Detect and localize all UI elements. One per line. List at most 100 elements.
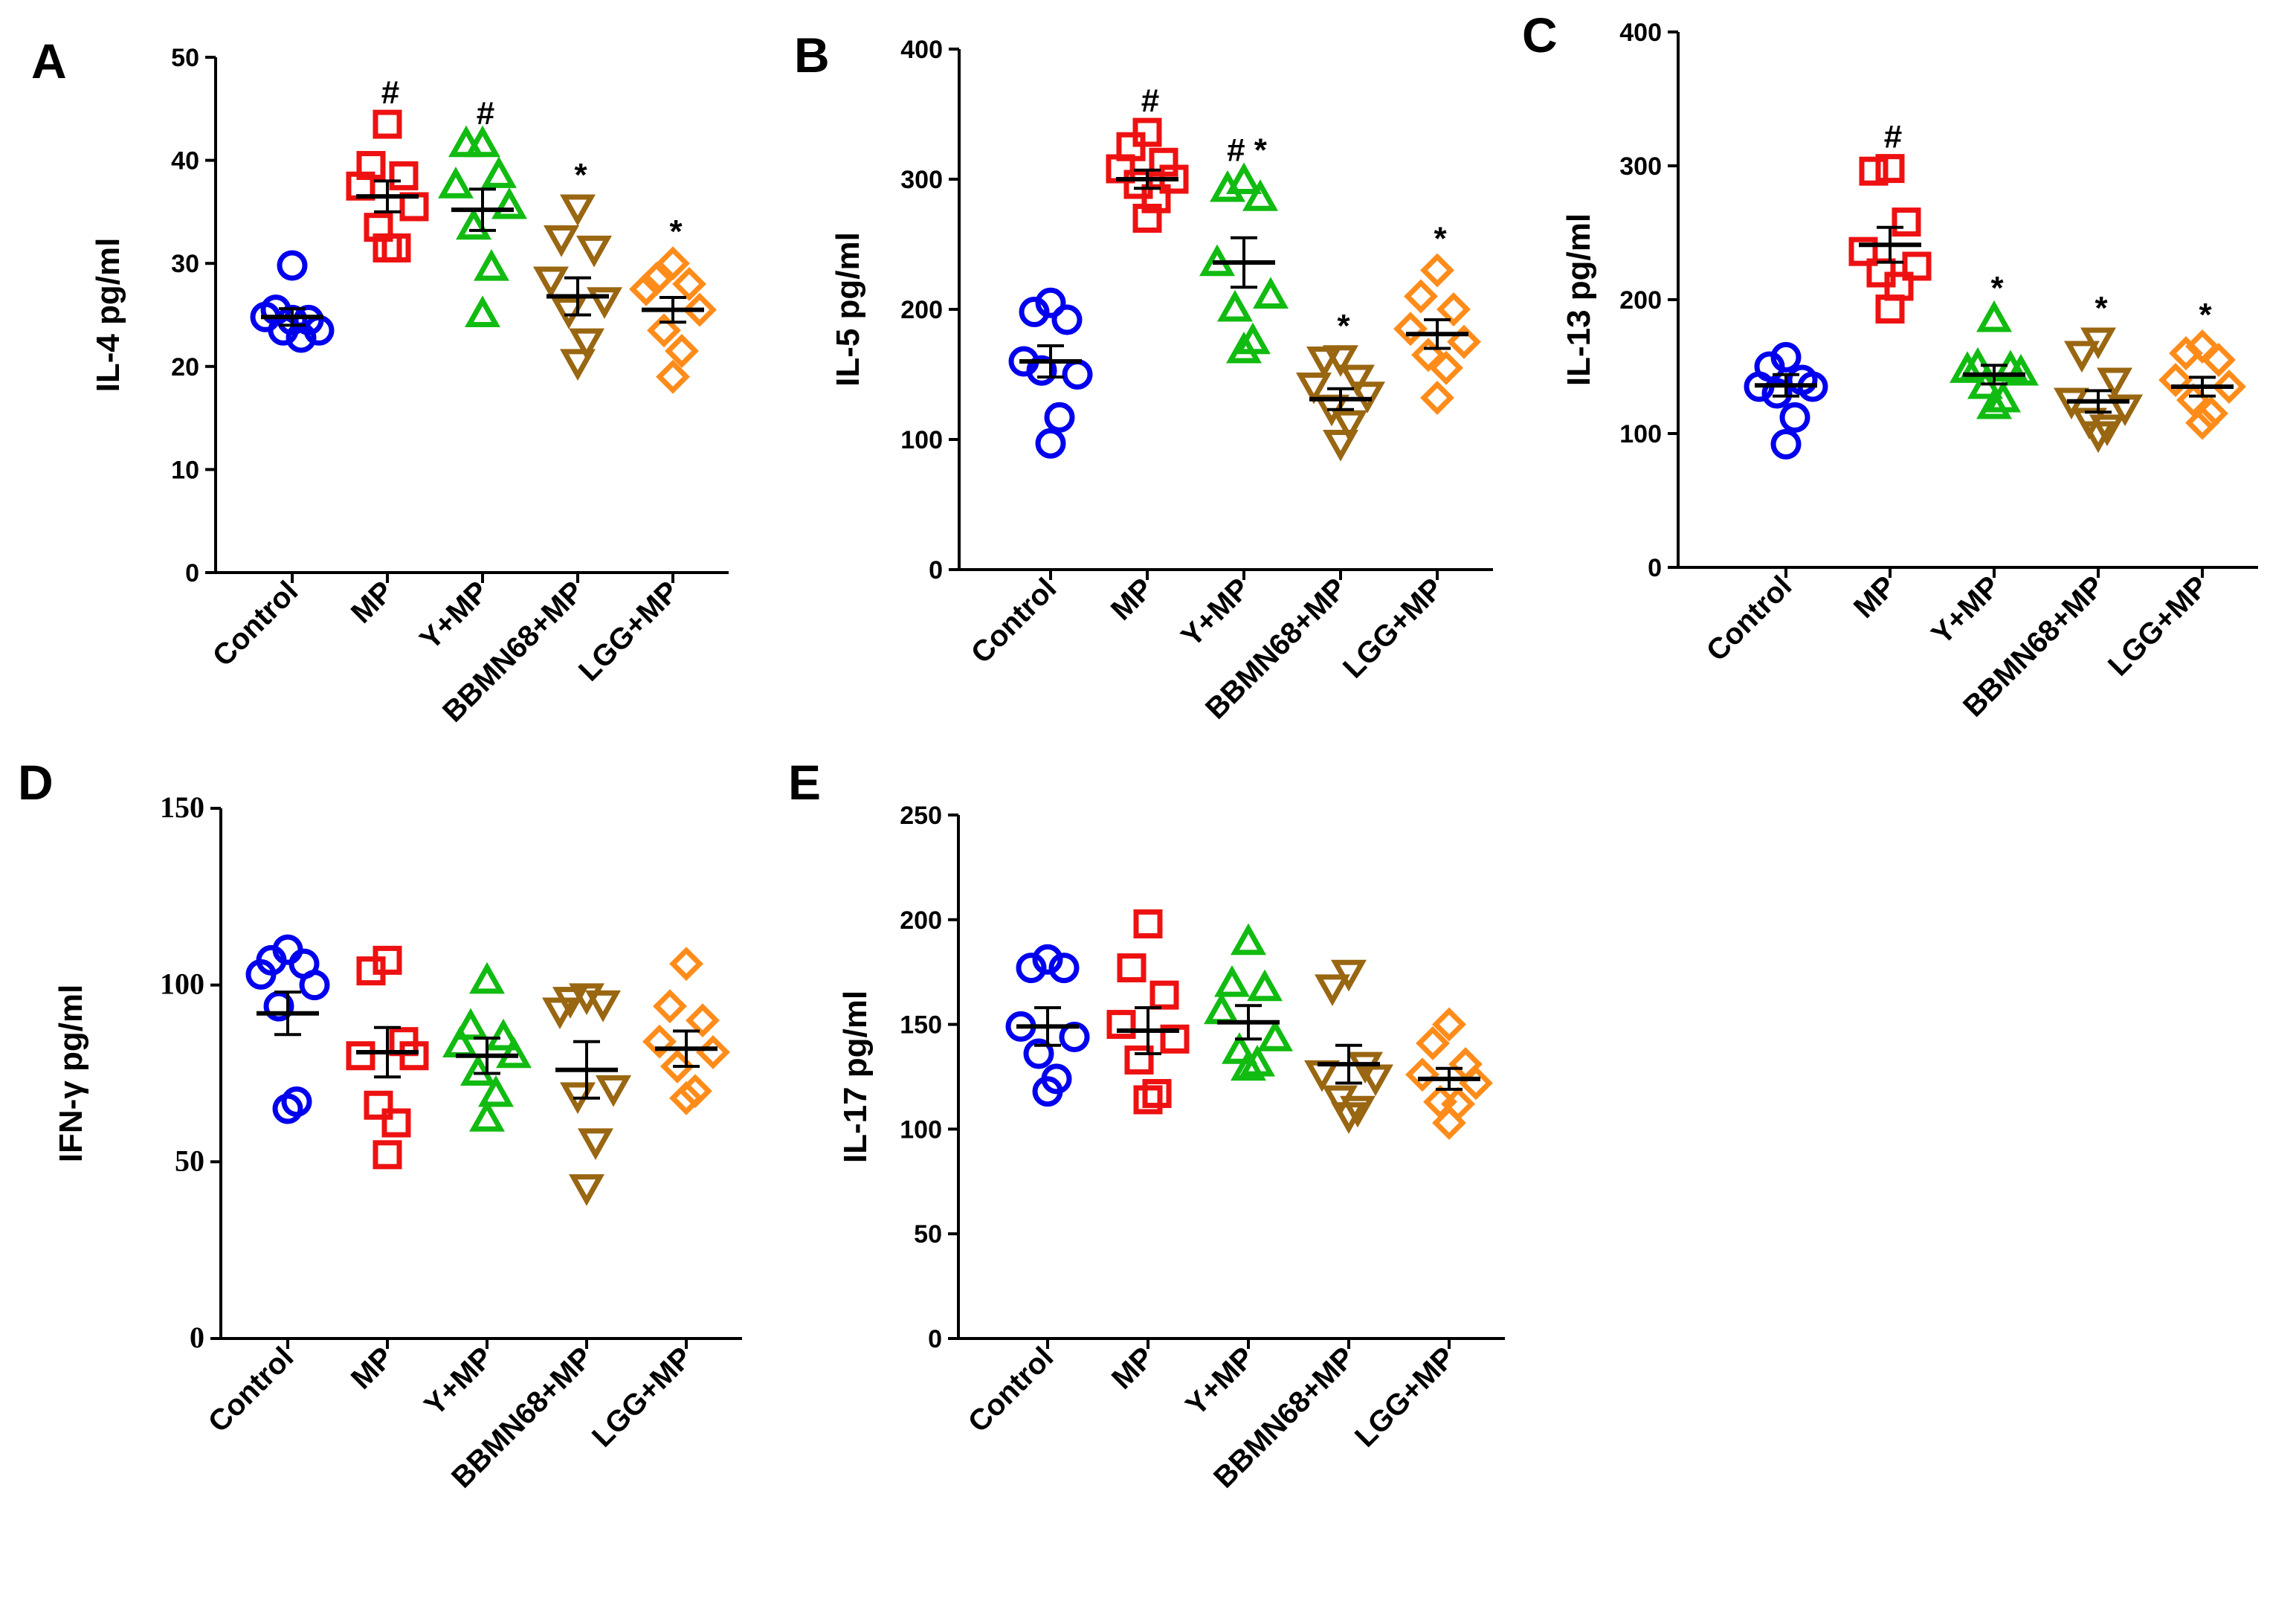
panel-c-x-label-mp: MP [1848,570,1903,625]
panel-e-point-control [1032,944,1063,975]
panel-e-series-control [1005,944,1090,1107]
panel-e-series-bbmn68-plus-mp [1304,959,1393,1134]
panel-a-point-mp [389,161,419,190]
panel-d-point-y-plus-mp [478,1075,514,1107]
panel-c-y-tick-label: 200 [1619,286,1662,315]
panel-d-point-lgg-plus-mp [653,989,687,1024]
panel-c-point-lgg-plus-mp [2169,336,2203,370]
panel-b-y-tick-label: 100 [900,426,943,454]
panel-d-point-mp [356,956,386,986]
panel-d-point-bbmn68-plus-mp [569,1174,604,1206]
panel-e-x-label-y-plus-mp: Y+MP [1179,1341,1260,1422]
panel-c-series-lgg-plus-mp: * [2158,297,2246,440]
panel-c-y-tick-label: 100 [1619,420,1662,448]
panel-c-series-bbmn68-plus-mp: * [2054,290,2143,454]
panel-a-point-bbmn68-plus-mp [560,194,596,227]
panel-a-point-lgg-plus-mp [629,271,663,306]
panel-a-y-tick-label: 50 [171,44,199,72]
panel-e-point-control [1016,953,1047,984]
panel-b-annotation-mp: # [1141,83,1159,119]
panel-b-point-control [1019,297,1050,327]
panel-c-point-control [1779,402,1810,433]
panel-d-point-control [245,959,277,990]
panel-e-point-lgg-plus-mp [1416,1025,1450,1060]
panel-b-point-control [1035,428,1066,459]
panel-d-x-label-lgg-plus-mp: LGG+MP [586,1341,698,1453]
panel-e-point-lgg-plus-mp [1432,1007,1466,1042]
panel-a-y-tick-label: 10 [171,456,199,484]
panel-a-y-tick-label: 0 [185,559,199,587]
panel-d-series-y-plus-mp [442,961,532,1132]
panel-b-series-y-plus-mp: # * [1199,132,1289,364]
panel-e-ylabel: IL-17 pg/ml [837,990,874,1163]
panel-e-point-bbmn68-plus-mp [1304,1060,1340,1092]
panel-e-point-control [1032,1076,1063,1107]
panel-a-point-mp [373,233,402,262]
panel-e-point-bbmn68-plus-mp [1331,959,1367,992]
panel-d-point-y-plus-mp [469,961,505,994]
panel-d-point-y-plus-mp [486,1018,521,1051]
panel-b-point-control [1035,287,1066,318]
panel-d-point-bbmn68-plus-mp [578,1128,613,1160]
panel-b-point-control [1051,304,1083,335]
panel-d-x-label-mp: MP [345,1341,400,1396]
panel-a-series-mp: # [346,74,429,262]
panel-e-point-bbmn68-plus-mp [1331,1102,1367,1134]
panel-c-letter: C [1522,7,1558,62]
panel-d-point-lgg-plus-mp [696,1035,730,1069]
panel-c-series-control [1744,341,1828,460]
panel-b-point-bbmn68-plus-mp [1296,373,1332,405]
panel-a-point-bbmn68-plus-mp [576,235,612,268]
panel-a-annotation-y-plus-mp: # [477,95,494,132]
panel-b-point-lgg-plus-mp [1404,279,1438,314]
panel-a-point-lgg-plus-mp [672,266,706,301]
panel-b-series-lgg-plus-mp: * [1393,221,1481,415]
panel-a-letter: A [31,33,67,88]
panel-a-point-bbmn68-plus-mp [533,266,569,299]
panel-b-y-tick-label: 200 [900,296,943,324]
panel-d-series-mp [346,945,429,1170]
panel-b-point-bbmn68-plus-mp [1339,364,1375,397]
panel-b-letter: B [794,28,830,83]
panel-c-point-lgg-plus-mp [2202,343,2236,377]
panel-a-x-label-control: Control [207,575,305,673]
panel-b-y-tick-label: 300 [900,166,943,194]
panel-e-point-mp [1117,953,1147,983]
panel-c-point-y-plus-mp [1976,300,2012,332]
panel-c-point-bbmn68-plus-mp [2107,394,2143,427]
panel-e-y-tick-label: 250 [900,802,942,830]
panel-a-point-lgg-plus-mp [683,292,717,327]
panel-d-point-lgg-plus-mp [642,1024,677,1059]
panel-a-annotation-bbmn68-plus-mp: * [574,157,587,193]
panel-c-annotation-bbmn68-plus-mp: * [2095,290,2108,326]
panel-a-point-mp [364,213,393,242]
panel-b-y-tick-label: 400 [900,36,943,64]
panel-d-point-bbmn68-plus-mp [585,990,621,1022]
panel-d-point-bbmn68-plus-mp [596,1075,631,1107]
panel-d-y-tick-label: 0 [190,1321,204,1354]
panel-e-point-control [1048,953,1080,984]
panel-e-point-bbmn68-plus-mp [1358,1064,1393,1097]
panel-d-point-control [263,990,294,1022]
panel-a-x-label-lgg-plus-mp: LGG+MP [573,575,685,687]
panel-a-point-bbmn68-plus-mp [569,328,604,361]
panel-c-annotation-mp: # [1884,119,1902,155]
panel-e-point-bbmn68-plus-mp [1340,1095,1376,1128]
panel-b-annotation-y-plus-mp: # * [1227,132,1268,169]
panel-b-point-lgg-plus-mp [1393,312,1428,347]
panel-d-y-tick-label: 50 [175,1144,204,1177]
panel-d-point-y-plus-mp [460,1054,496,1086]
panel-e-x-label-lgg-plus-mp: LGG+MP [1349,1341,1461,1453]
panel-a-point-bbmn68-plus-mp [560,349,596,381]
panel-a-point-lgg-plus-mp [656,359,690,394]
panel-d-y-tick-label: 150 [160,790,204,824]
panel-c-y-tick-label: 300 [1619,152,1662,181]
panel-c-point-mp [1848,236,1878,266]
panel-c-y-tick-label: 0 [1648,554,1662,582]
panel-d-point-mp [399,1041,429,1071]
panel-e-point-y-plus-mp [1231,923,1266,956]
panel-e-point-mp [1133,1085,1163,1115]
panel-b-series-control [1008,287,1093,459]
